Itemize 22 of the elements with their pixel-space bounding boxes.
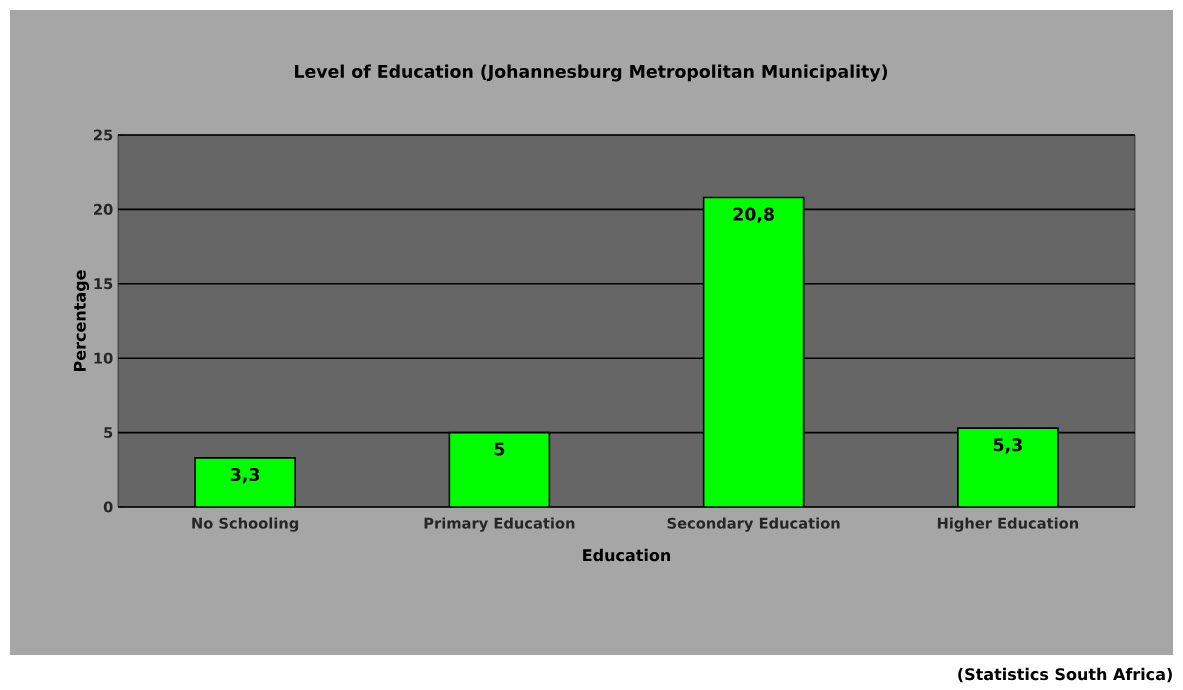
x-tick-label: Secondary Education [667,517,840,532]
bar [957,427,1059,507]
text: (Statistics South Africa) [958,667,1172,683]
x-axis-title: Education [583,548,671,562]
y-tick-label: 15 [94,278,113,290]
data-label: 3,3 [230,467,260,484]
data-label: 5,3 [993,438,1022,454]
y-tick-label: 10 [94,352,113,364]
x-tick-label: No Schooling [192,517,299,532]
bar [194,457,296,507]
y-tick-label: 25 [94,129,113,141]
y-tick-label: 5 [104,427,113,439]
y-axis-title: Percentage [73,270,90,372]
y-tick-label: 0 [103,501,113,513]
chart-title: Level of Education (Johannesburg Metropolitan Municipality) [295,64,888,82]
bar [702,196,805,507]
data-label: 5 [494,442,505,456]
x-tick-label: Primary Education [424,517,575,532]
y-tick-label: 20 [94,203,113,215]
x-tick-label: Higher Education [937,517,1079,532]
data-label: 20,8 [733,207,774,223]
bar [448,431,551,507]
